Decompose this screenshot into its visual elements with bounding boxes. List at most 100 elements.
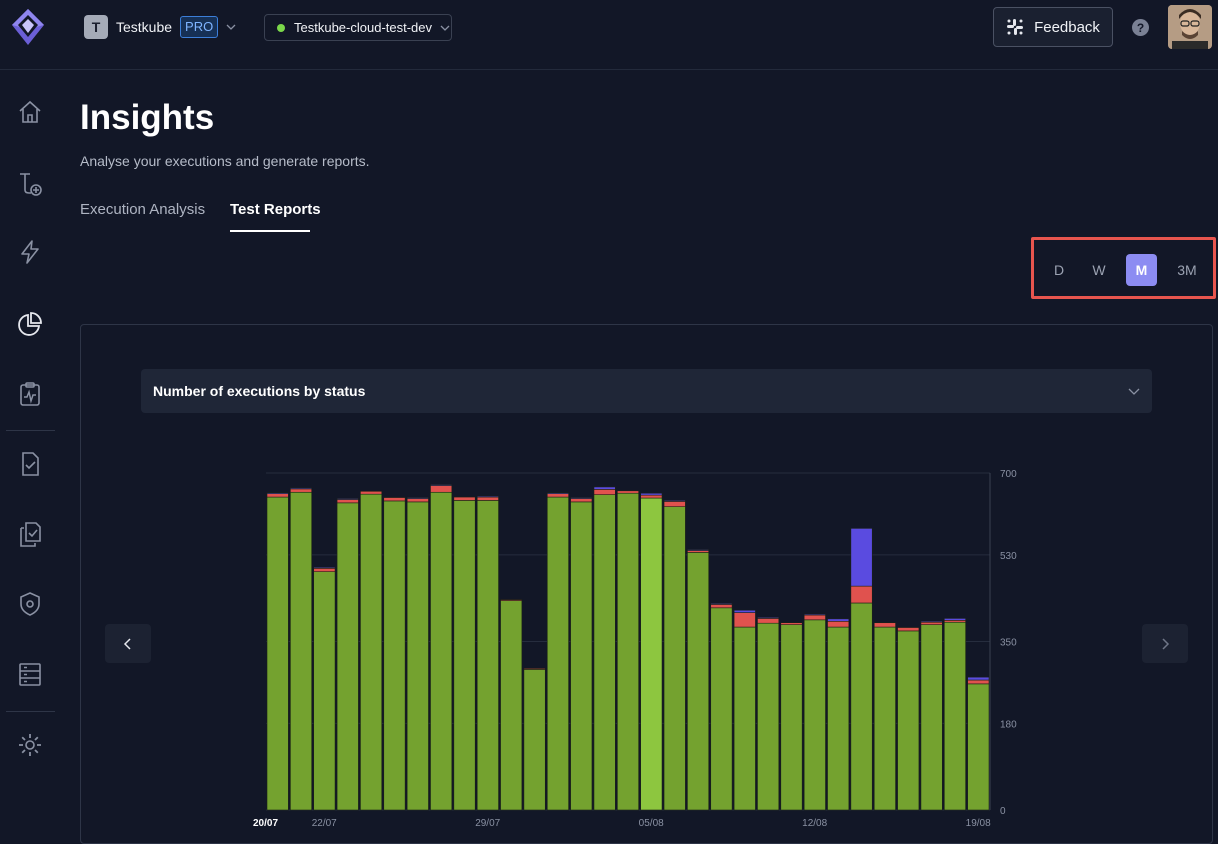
bar-passed-29-07[interactable] bbox=[476, 500, 499, 811]
bar-failed-20-07[interactable] bbox=[266, 493, 289, 498]
bar-passed-03-08[interactable] bbox=[593, 494, 616, 811]
add-workflow-icon[interactable] bbox=[16, 170, 44, 198]
bar-failed-27-07[interactable] bbox=[430, 485, 453, 493]
bar-aborted-08-08[interactable] bbox=[710, 603, 733, 605]
bar-passed-22-07[interactable] bbox=[313, 571, 336, 811]
bar-passed-12-08[interactable] bbox=[803, 619, 826, 811]
documents-stack-icon[interactable] bbox=[16, 520, 44, 548]
clipboard-pulse-icon[interactable] bbox=[16, 380, 44, 408]
bar-passed-09-08[interactable] bbox=[733, 626, 756, 811]
bar-failed-08-08[interactable] bbox=[710, 604, 733, 609]
bar-failed-28-07[interactable] bbox=[453, 496, 476, 501]
bar-passed-19-08[interactable] bbox=[967, 683, 990, 811]
bar-aborted-09-08[interactable] bbox=[733, 609, 756, 613]
bar-failed-29-07[interactable] bbox=[476, 496, 499, 501]
lightning-icon[interactable] bbox=[16, 238, 44, 266]
bar-failed-26-07[interactable] bbox=[406, 498, 429, 503]
bar-passed-16-08[interactable] bbox=[897, 630, 920, 811]
pie-chart-icon[interactable] bbox=[16, 310, 44, 338]
testkube-logo-icon[interactable] bbox=[8, 7, 48, 47]
bar-aborted-26-07[interactable] bbox=[406, 497, 429, 499]
bar-aborted-23-07[interactable] bbox=[336, 498, 359, 500]
bar-aborted-17-08[interactable] bbox=[920, 620, 943, 623]
bar-aborted-06-08[interactable] bbox=[663, 500, 686, 502]
metric-select[interactable]: Number of executions by status bbox=[141, 369, 1152, 413]
bar-failed-31-07[interactable] bbox=[523, 668, 546, 670]
bar-failed-15-08[interactable] bbox=[873, 622, 896, 628]
bar-passed-06-08[interactable] bbox=[663, 506, 686, 811]
bar-aborted-03-08[interactable] bbox=[593, 486, 616, 490]
bar-passed-04-08[interactable] bbox=[617, 492, 639, 811]
bar-passed-26-07[interactable] bbox=[406, 501, 429, 811]
bar-failed-16-08[interactable] bbox=[897, 627, 920, 632]
bar-failed-03-08[interactable] bbox=[593, 489, 616, 495]
period-week-button[interactable]: W bbox=[1092, 262, 1106, 278]
bar-aborted-13-08[interactable] bbox=[827, 618, 850, 622]
home-icon[interactable] bbox=[16, 98, 44, 126]
bar-aborted-01-08[interactable] bbox=[546, 492, 569, 495]
bar-passed-05-08[interactable] bbox=[640, 497, 663, 811]
environment-switcher[interactable]: Testkube-cloud-test-dev bbox=[264, 14, 452, 41]
bar-passed-17-08[interactable] bbox=[920, 624, 943, 811]
feedback-button[interactable]: Feedback bbox=[993, 7, 1113, 47]
bar-passed-11-08[interactable] bbox=[780, 624, 803, 811]
bar-passed-30-07[interactable] bbox=[500, 600, 523, 811]
bar-aborted-27-07[interactable] bbox=[430, 484, 453, 486]
bar-passed-24-07[interactable] bbox=[360, 493, 383, 811]
bar-failed-30-07[interactable] bbox=[500, 599, 523, 601]
bar-failed-25-07[interactable] bbox=[383, 497, 406, 502]
bar-passed-28-07[interactable] bbox=[453, 500, 476, 811]
bar-passed-10-08[interactable] bbox=[757, 622, 780, 811]
bar-passed-21-07[interactable] bbox=[290, 491, 313, 811]
bar-aborted-22-07[interactable] bbox=[313, 567, 336, 569]
previous-period-button[interactable] bbox=[105, 624, 151, 663]
period-three-months-button[interactable]: 3M bbox=[1177, 262, 1197, 278]
bar-passed-18-08[interactable] bbox=[943, 621, 966, 811]
bar-passed-14-08[interactable] bbox=[850, 602, 873, 811]
bar-failed-11-08[interactable] bbox=[780, 622, 803, 625]
period-month-button[interactable]: M bbox=[1126, 254, 1157, 286]
bar-passed-20-07[interactable] bbox=[266, 496, 289, 811]
bar-aborted-05-08[interactable] bbox=[640, 492, 663, 496]
bar-failed-19-08[interactable] bbox=[967, 679, 990, 685]
gear-icon[interactable] bbox=[16, 731, 44, 759]
bar-failed-23-07[interactable] bbox=[336, 499, 359, 504]
shield-gear-icon[interactable] bbox=[16, 590, 44, 618]
bar-aborted-19-08[interactable] bbox=[967, 676, 990, 681]
organization-switcher[interactable]: T Testkube PRO bbox=[84, 15, 236, 39]
bar-failed-12-08[interactable] bbox=[803, 614, 826, 621]
bar-failed-21-07[interactable] bbox=[290, 488, 313, 493]
bar-failed-14-08[interactable] bbox=[850, 585, 873, 604]
bar-failed-17-08[interactable] bbox=[920, 621, 943, 625]
bar-aborted-18-08[interactable] bbox=[943, 618, 966, 621]
bar-aborted-20-07[interactable] bbox=[266, 492, 289, 495]
bar-failed-06-08[interactable] bbox=[663, 501, 686, 507]
next-period-button[interactable] bbox=[1142, 624, 1188, 663]
bar-passed-08-08[interactable] bbox=[710, 607, 733, 811]
bar-aborted-14-08[interactable] bbox=[850, 528, 873, 587]
server-rack-icon[interactable] bbox=[16, 660, 44, 688]
bar-failed-04-08[interactable] bbox=[617, 490, 639, 494]
bar-aborted-21-07[interactable] bbox=[290, 487, 313, 490]
bar-passed-02-08[interactable] bbox=[570, 501, 593, 811]
bar-passed-15-08[interactable] bbox=[873, 626, 896, 811]
bar-aborted-07-08[interactable] bbox=[687, 549, 710, 551]
bar-passed-31-07[interactable] bbox=[523, 669, 546, 811]
bar-failed-01-08[interactable] bbox=[546, 493, 569, 498]
bar-failed-24-07[interactable] bbox=[360, 490, 383, 495]
bar-aborted-10-08[interactable] bbox=[757, 617, 780, 619]
bar-failed-05-08[interactable] bbox=[640, 494, 663, 499]
tab-test-reports[interactable]: Test Reports bbox=[230, 201, 321, 218]
bar-failed-13-08[interactable] bbox=[827, 620, 850, 628]
bar-passed-23-07[interactable] bbox=[336, 502, 359, 811]
tab-execution-analysis[interactable]: Execution Analysis bbox=[80, 201, 206, 218]
user-avatar[interactable] bbox=[1168, 5, 1212, 49]
bar-aborted-02-08[interactable] bbox=[570, 497, 593, 499]
period-day-button[interactable]: D bbox=[1053, 262, 1065, 278]
bar-passed-01-08[interactable] bbox=[546, 496, 569, 811]
bar-failed-02-08[interactable] bbox=[570, 498, 593, 503]
bar-aborted-12-08[interactable] bbox=[803, 613, 826, 616]
bar-failed-10-08[interactable] bbox=[757, 618, 780, 624]
bar-failed-22-07[interactable] bbox=[313, 568, 336, 572]
bar-passed-27-07[interactable] bbox=[430, 491, 453, 811]
